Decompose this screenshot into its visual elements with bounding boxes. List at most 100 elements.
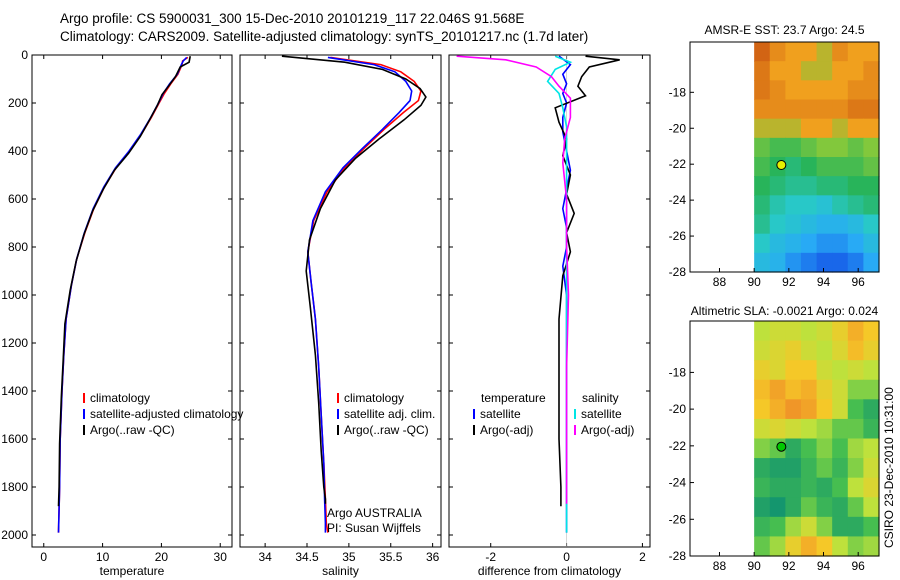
sla-map-cell <box>769 497 786 518</box>
sst-map-cell <box>816 157 833 177</box>
depth-tick-label: 600 <box>8 192 28 206</box>
sla-map-cell <box>800 340 818 361</box>
sst-map-cell <box>800 80 818 101</box>
sla-map-cell <box>832 418 849 440</box>
sla-map-cell <box>800 321 818 342</box>
sst-map-cell <box>847 214 864 235</box>
sst-map-cell <box>816 252 833 273</box>
sla-map-cell <box>816 497 833 518</box>
sla-map-cell <box>785 360 802 381</box>
sst-map-cell <box>754 252 771 273</box>
sla-map-cell <box>800 458 818 479</box>
sst-map-cell <box>847 42 864 62</box>
sst-map-cell <box>863 233 880 254</box>
sla-map-cell <box>832 516 849 538</box>
temperature-xtick-label: 30 <box>214 550 228 564</box>
sst-map-cell <box>816 80 833 101</box>
sla-map-cell <box>754 438 771 459</box>
sst-map-cell <box>754 157 771 177</box>
sst-map-cell <box>847 195 864 216</box>
sla-map-cell <box>769 536 786 557</box>
diff-legend-sal-satellite: satellite <box>581 407 622 421</box>
sst-map-xtick-label: 88 <box>713 275 727 289</box>
depth-tick-label: 1200 <box>1 336 28 350</box>
depth-tick-label: 1400 <box>1 384 28 398</box>
sla-map-cell <box>800 379 818 400</box>
sla-map-ytick-label: -24 <box>669 476 687 490</box>
sst-map-cell <box>816 118 833 139</box>
sal-legend-argo: Argo(..raw -QC) <box>344 423 429 437</box>
sla-map-frame <box>689 320 880 557</box>
diff-legend-sal-argo: Argo(-adj) <box>581 423 634 437</box>
sla-map-cell <box>832 360 849 381</box>
sla-map-cell <box>847 399 864 420</box>
sst-map-cell <box>863 214 880 235</box>
sla-map-cell <box>863 536 880 557</box>
sst-map-cell <box>816 137 833 158</box>
sst-map-cell <box>785 137 802 158</box>
temperature-series-climatology <box>57 56 189 533</box>
sla-map-cell <box>769 399 786 420</box>
sla-map-cell <box>816 360 833 381</box>
sla-map-cell <box>754 399 771 420</box>
sst-map-cell <box>800 195 818 216</box>
salinity-series-climatology <box>306 56 422 533</box>
annotation-argo-australia: Argo AUSTRALIA <box>327 506 422 520</box>
sla-map-cell <box>754 536 771 557</box>
sst-map-cell <box>769 176 786 196</box>
sla-map-cell <box>832 379 849 400</box>
sla-map-cell <box>754 321 771 342</box>
sla-map-cell <box>754 379 771 400</box>
sst-map-cell <box>754 118 771 139</box>
sla-map-cell <box>754 340 771 361</box>
sla-map-cell <box>769 477 786 498</box>
sst-map-cell <box>800 61 818 81</box>
depth-tick-label: 1600 <box>1 432 28 446</box>
sst-map-cell <box>816 195 833 216</box>
sla-map-cell <box>785 399 802 420</box>
salinity-series-argo-raw-qc- <box>281 55 427 504</box>
salinity-plot <box>239 54 442 548</box>
sla-map-cell <box>785 536 802 557</box>
sla-map-cell <box>816 458 833 479</box>
sla-map-cell <box>863 418 880 440</box>
depth-tick-label: 1800 <box>1 480 28 494</box>
sla-map-cell <box>816 516 833 538</box>
sla-map-cell <box>800 516 818 538</box>
sst-map-cell <box>816 233 833 254</box>
sst-map-title: AMSR-E SST: 23.7 Argo: 24.5 <box>704 23 864 37</box>
sla-map-cell <box>816 340 833 361</box>
sla-map-cell <box>800 438 818 459</box>
sla-map-cell <box>816 536 833 557</box>
diff-legend-salinity-header: salinity <box>582 391 619 405</box>
sla-map-cell <box>754 418 771 440</box>
sst-map-cell <box>816 61 833 81</box>
temperature-xtick-label: 10 <box>96 550 110 564</box>
sla-map-cell <box>847 438 864 459</box>
sst-map-cell <box>785 176 802 196</box>
sst-map-xtick-label: 94 <box>817 275 831 289</box>
sst-map-cell <box>816 176 833 196</box>
sla-map-cell <box>800 536 818 557</box>
sla-map-cell <box>832 438 849 459</box>
sla-map-cell <box>800 477 818 498</box>
sst-map-cell <box>863 176 880 196</box>
sla-map-ytick-label: -18 <box>669 365 687 379</box>
sst-map-ytick-label: -24 <box>669 193 687 207</box>
sla-map-cell <box>769 458 786 479</box>
sla-map-xtick-label: 96 <box>852 559 866 573</box>
sst-map-cell <box>769 252 786 273</box>
difference-xtick-label: -2 <box>485 550 496 564</box>
depth-tick-label: 800 <box>8 240 28 254</box>
depth-tick-label: 200 <box>8 96 28 110</box>
sla-map-argo-marker <box>776 441 787 452</box>
sst-map-ytick-label: -22 <box>669 157 687 171</box>
temp-legend-argo: Argo(..raw -QC) <box>90 423 175 437</box>
sla-map-cell <box>832 536 849 557</box>
sla-map-cell <box>847 360 864 381</box>
sla-map-title: Altimetric SLA: -0.0021 Argo: 0.024 <box>691 304 879 318</box>
sst-map-cell <box>800 137 818 158</box>
sla-map-xtick-label: 94 <box>817 559 831 573</box>
sla-map-cell <box>816 379 833 400</box>
